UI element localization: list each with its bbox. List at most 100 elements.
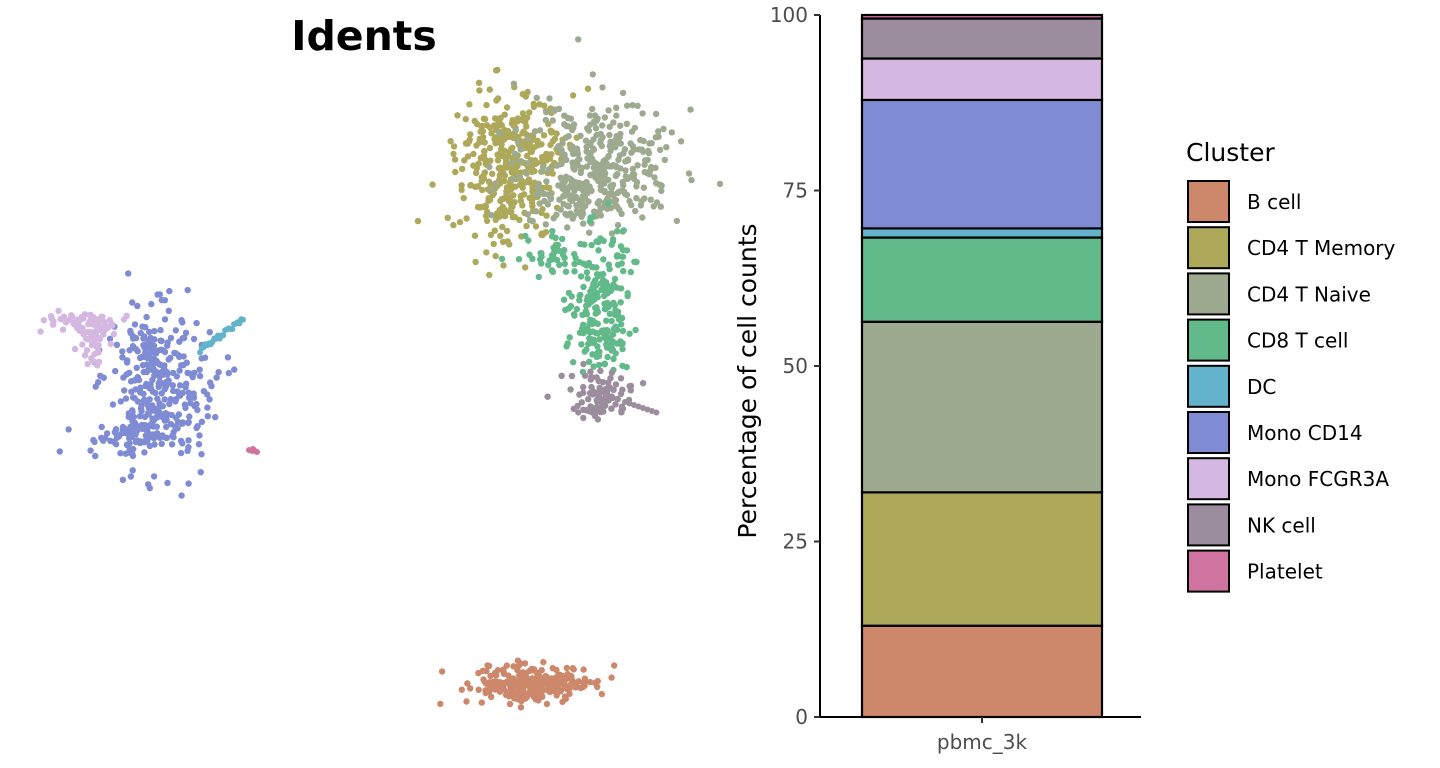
- umap-point: [596, 393, 603, 401]
- umap-point: [136, 413, 144, 420]
- umap-point: [525, 159, 532, 167]
- umap-point: [482, 212, 490, 220]
- umap-point: [539, 168, 546, 175]
- umap-point: [528, 199, 536, 206]
- umap-point: [146, 396, 153, 403]
- umap-point: [577, 684, 584, 692]
- umap-point: [78, 314, 86, 321]
- umap-point: [655, 128, 662, 135]
- umap-point: [619, 89, 627, 97]
- umap-point: [176, 338, 183, 345]
- umap-point: [451, 156, 459, 163]
- umap-point: [632, 207, 639, 215]
- umap-point: [597, 139, 604, 147]
- umap-point: [480, 115, 488, 122]
- umap-point: [519, 117, 526, 124]
- umap-point: [590, 164, 597, 171]
- umap-point: [231, 366, 238, 373]
- umap-point: [475, 160, 482, 167]
- umap-point: [602, 169, 609, 177]
- umap-point: [570, 121, 578, 128]
- umap-point: [572, 183, 579, 191]
- umap-point: [464, 153, 472, 160]
- umap-point: [638, 146, 645, 153]
- umap-point: [204, 404, 211, 411]
- umap-point: [601, 361, 608, 368]
- umap-point: [190, 335, 198, 343]
- umap-point: [557, 146, 565, 153]
- umap-point: [523, 170, 530, 177]
- umap-point: [519, 202, 526, 209]
- umap-point: [536, 256, 544, 263]
- cluster-mono-fcgr3a-points: [71, 324, 115, 369]
- umap-point: [179, 440, 186, 447]
- umap-point: [486, 144, 494, 152]
- umap-point: [492, 140, 499, 147]
- umap-point: [68, 312, 75, 319]
- umap-point: [490, 240, 497, 248]
- umap-point: [618, 210, 625, 217]
- umap-point: [530, 103, 538, 111]
- umap-point: [191, 369, 198, 377]
- umap-point: [201, 354, 209, 361]
- umap-point: [641, 168, 648, 176]
- umap-point: [137, 438, 144, 445]
- cluster-cd8-t-cell-points: [498, 227, 596, 281]
- umap-point: [553, 211, 560, 218]
- umap-point: [126, 435, 133, 442]
- bar-segment-cd8-t-cell: [860, 236, 1104, 323]
- umap-point: [169, 432, 176, 439]
- bar-segment-b-cell: [860, 624, 1104, 719]
- umap-point: [653, 199, 661, 206]
- umap-point: [604, 290, 611, 297]
- umap-point: [612, 323, 619, 330]
- umap-point: [514, 667, 521, 674]
- umap-point: [106, 316, 114, 324]
- umap-point: [444, 214, 451, 221]
- umap-point: [593, 403, 601, 411]
- umap-point: [129, 467, 136, 474]
- umap-point: [503, 190, 510, 198]
- y-tick-label: 25: [783, 530, 808, 554]
- umap-point: [148, 300, 155, 308]
- umap-point: [637, 202, 645, 209]
- bar-segment-dc: [860, 227, 1104, 239]
- umap-point: [178, 420, 185, 427]
- umap-point: [127, 423, 134, 431]
- umap-point: [85, 321, 92, 328]
- umap-point: [538, 231, 545, 238]
- umap-point: [608, 405, 615, 412]
- umap-point: [139, 353, 146, 360]
- umap-point: [143, 380, 150, 388]
- umap-point: [438, 668, 446, 675]
- umap-point: [125, 410, 132, 417]
- umap-point: [538, 209, 545, 216]
- legend-label-mono-fcgr3a: Mono FCGR3A: [1247, 467, 1389, 491]
- umap-point: [685, 170, 693, 177]
- umap-point: [541, 197, 548, 205]
- umap-point: [587, 158, 594, 166]
- umap-point: [556, 261, 563, 269]
- umap-point: [143, 426, 150, 434]
- umap-point: [74, 324, 81, 332]
- umap-point: [193, 424, 200, 432]
- umap-point: [479, 186, 486, 194]
- umap-point: [615, 156, 622, 163]
- umap-point: [148, 360, 155, 367]
- umap-point: [543, 700, 551, 708]
- umap-point: [172, 414, 180, 421]
- umap-point: [488, 187, 495, 194]
- umap-point: [178, 492, 185, 499]
- umap-point: [552, 674, 559, 682]
- umap-point: [120, 316, 128, 323]
- umap-point: [546, 95, 553, 102]
- umap-point: [531, 144, 538, 151]
- umap-point: [486, 163, 493, 171]
- umap-point: [537, 250, 544, 257]
- umap-point: [494, 151, 501, 158]
- umap-point: [577, 132, 584, 139]
- umap-point: [595, 352, 603, 360]
- umap-point: [164, 479, 171, 487]
- umap-point: [482, 202, 489, 209]
- umap-point: [549, 227, 556, 235]
